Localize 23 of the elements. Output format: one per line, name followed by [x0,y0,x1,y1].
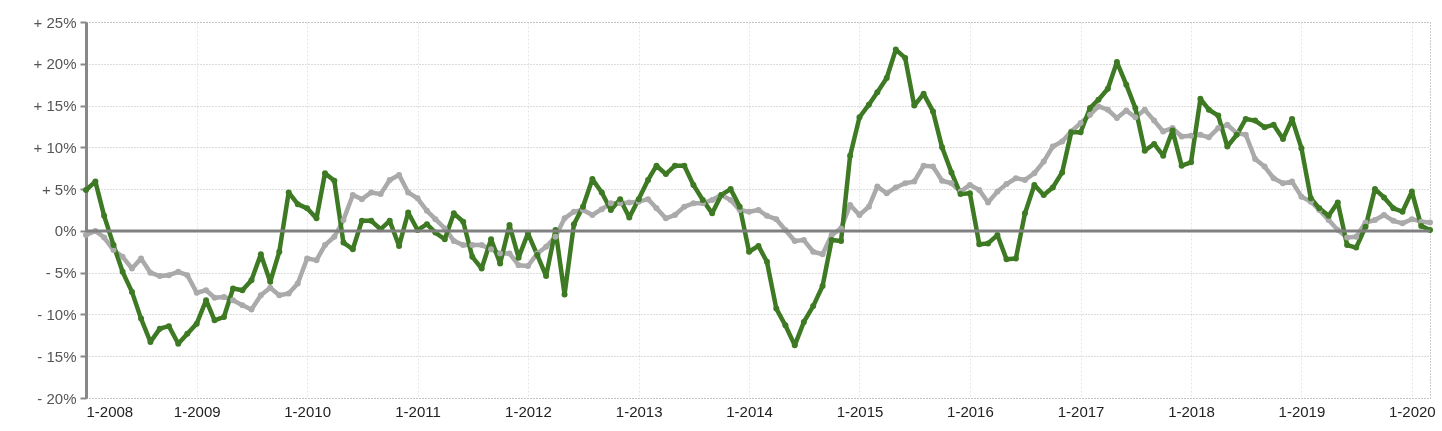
x-tick-label: 1-2016 [947,402,994,420]
y-tick-label: + 5% [41,180,77,198]
x-tick-label: 1-2013 [615,402,663,420]
x-tick-label: 1-2019 [1278,402,1326,420]
x-tick-label: 1-2008 [86,402,134,420]
x-tick-label: 1-2014 [726,402,773,420]
y-tick-label: 0% [54,222,77,240]
y-tick-label: - 5% [45,264,77,282]
x-tick-label: 1-2017 [1057,402,1105,420]
x-tick-label: 1-2009 [173,402,221,420]
x-tick-label: 1-2011 [395,402,441,420]
y-tick-label: - 15% [37,347,77,365]
y-tick-label: + 10% [33,138,77,156]
y-tick-label: - 10% [37,305,77,323]
x-tick-label: 1-2015 [836,402,884,420]
y-tick-label: - 20% [37,389,77,407]
x-tick-label: 1-2018 [1168,402,1215,420]
y-tick-label: + 15% [33,97,77,115]
y-tick-label: + 25% [33,13,77,31]
y-tick-label: + 20% [33,55,77,73]
x-tick-label: 1-2010 [284,402,331,420]
x-tick-label: 1-2020 [1388,402,1436,420]
x-tick-label: 1-2012 [505,402,552,420]
